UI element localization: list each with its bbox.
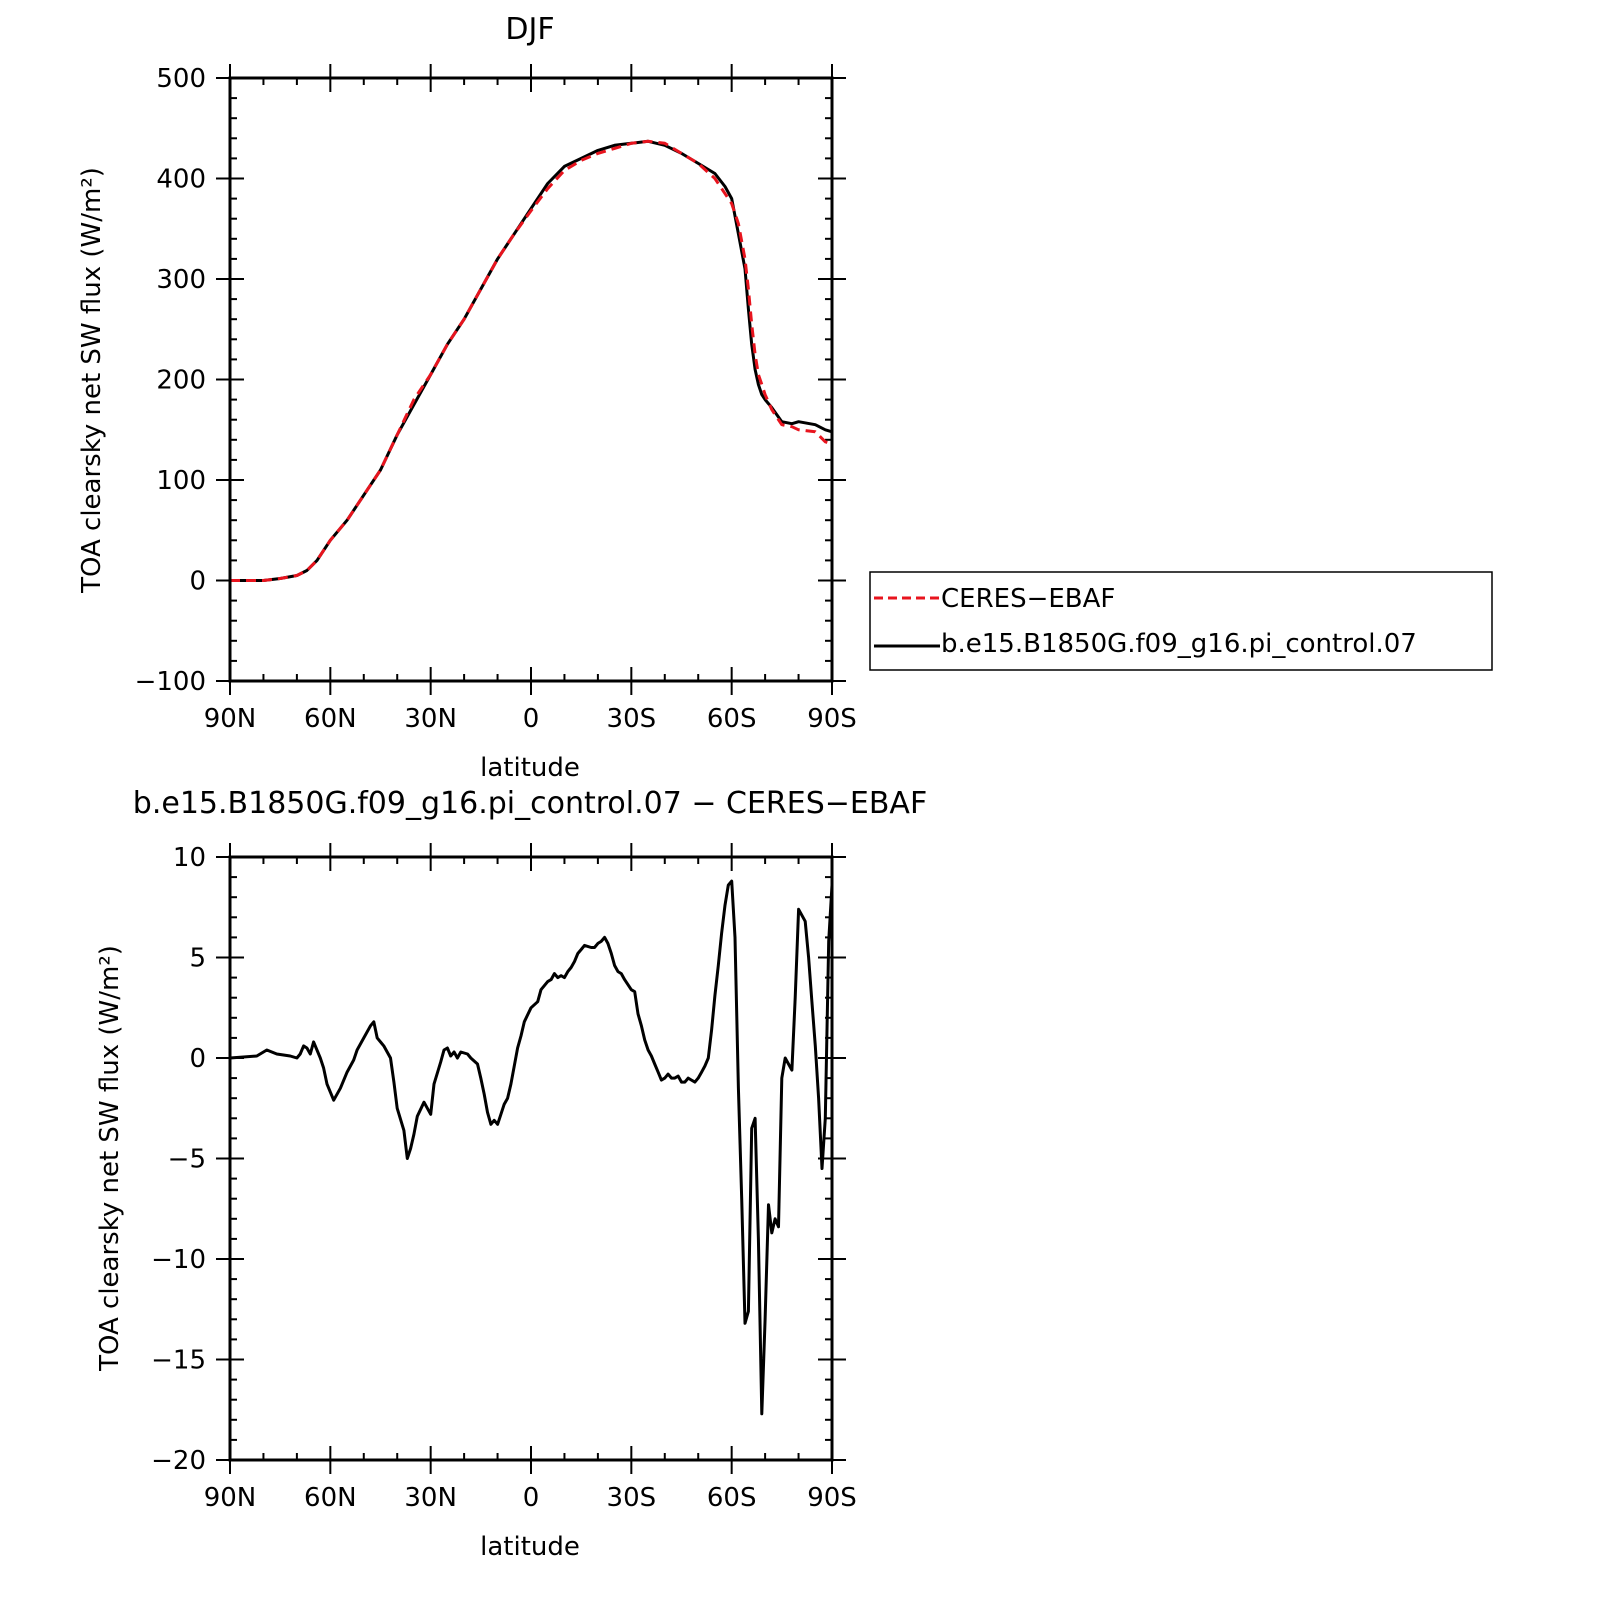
y-tick-label: 0 [189, 567, 206, 597]
top-y-axis-title: TOA clearsky net SW flux (W/m²) [77, 167, 107, 594]
x-tick-label: 90S [807, 1483, 857, 1513]
bottom-plot-frame [228, 855, 834, 1462]
x-tick-label: 90S [807, 704, 857, 734]
bottom-chart-tick-labels: 90N 60N 30N 0 30S 60S 90S −20 −15 −10 −5 0 5 10 [151, 843, 857, 1513]
x-tick-label: 30N [404, 704, 457, 734]
y-tick-label: 200 [156, 366, 206, 396]
x-tick-label: 0 [523, 1483, 540, 1513]
y-tick-label: −20 [151, 1446, 206, 1476]
y-tick-label: 500 [156, 64, 206, 94]
legend: CERES−EBAF b.e15.B1850G.f09_g16.pi_contr… [869, 571, 1493, 671]
y-tick-label: 5 [189, 944, 206, 974]
top-chart-title: DJF [505, 12, 554, 47]
x-tick-label: 60N [304, 1483, 357, 1513]
y-tick-label: −15 [151, 1346, 206, 1376]
legend-label-ceres: CERES−EBAF [941, 584, 1115, 614]
top-chart-series [230, 139, 833, 582]
top-chart-tick-labels: 90N 60N 30N 0 30S 60S 90S −100 0 100 200 300 400 500 [135, 64, 857, 734]
top-panel: DJF 90N 60N 30N 0 30S 60S 90S −100 0 100 200 300 400… [77, 12, 857, 783]
x-tick-label: 30S [607, 1483, 657, 1513]
x-tick-label: 30S [607, 704, 657, 734]
x-tick-label: 60S [707, 1483, 757, 1513]
x-tick-label: 60S [707, 704, 757, 734]
y-tick-label: 0 [189, 1044, 206, 1074]
y-tick-label: 300 [156, 265, 206, 295]
x-tick-label: 90N [204, 704, 257, 734]
y-tick-label: −5 [168, 1145, 206, 1175]
legend-label-model: b.e15.B1850G.f09_g16.pi_control.07 [941, 629, 1417, 659]
y-tick-label: 100 [156, 466, 206, 496]
top-plot-frame [228, 76, 834, 683]
bottom-chart-series [229, 879, 834, 1416]
legend-box [869, 571, 1493, 671]
series-line-0 [229, 879, 834, 1416]
series-line-0 [230, 139, 833, 582]
bottom-x-axis-title: latitude [480, 1532, 580, 1562]
top-x-axis-title: latitude [480, 753, 580, 783]
y-tick-label: −10 [151, 1245, 206, 1275]
y-tick-label: 10 [173, 843, 206, 873]
x-tick-label: 90N [204, 1483, 257, 1513]
top-chart-ticks [216, 64, 846, 695]
x-tick-label: 30N [404, 1483, 457, 1513]
y-tick-label: 400 [156, 165, 206, 195]
x-tick-label: 0 [523, 704, 540, 734]
bottom-y-axis-title: TOA clearsky net SW flux (W/m²) [95, 945, 125, 1372]
x-tick-label: 60N [304, 704, 357, 734]
bottom-panel: b.e15.B1850G.f09_g16.pi_control.07 − CER… [95, 786, 927, 1562]
bottom-chart-title: b.e15.B1850G.f09_g16.pi_control.07 − CER… [133, 786, 927, 821]
y-tick-label: −100 [135, 667, 206, 697]
